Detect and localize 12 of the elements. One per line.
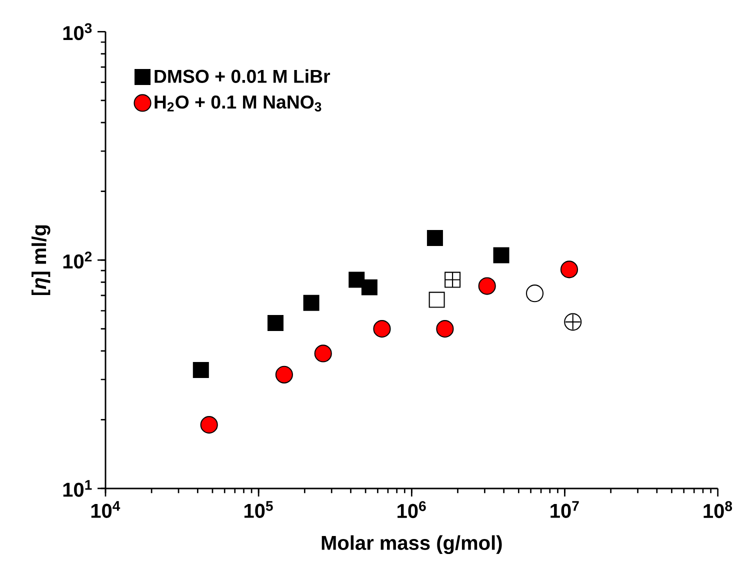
x-tick-label: 10$^{8}$ <box>704 501 732 518</box>
x-tick-label: 10$^{5}$ <box>244 501 273 518</box>
legend-label: H$_{2}$O + 0.1 M NaNO$_{3}$ <box>154 95 322 112</box>
y-tick-label: 10$^{2}$ <box>63 252 92 269</box>
x-tick-label: 10$^{4}$ <box>91 501 120 518</box>
y-tick-label: 10$^{1}$ <box>63 480 92 497</box>
x-axis-title: Molar mass (g/mol) <box>322 535 502 554</box>
x-tick-label: 10$^{6}$ <box>398 501 426 518</box>
y-axis-title: [η] ml/g <box>32 225 50 296</box>
x-tick-label: 10$^{7}$ <box>550 501 579 518</box>
y-tick-label: 10$^{3}$ <box>63 23 92 40</box>
legend-label: DMSO + 0.01 M LiBr <box>154 69 330 83</box>
